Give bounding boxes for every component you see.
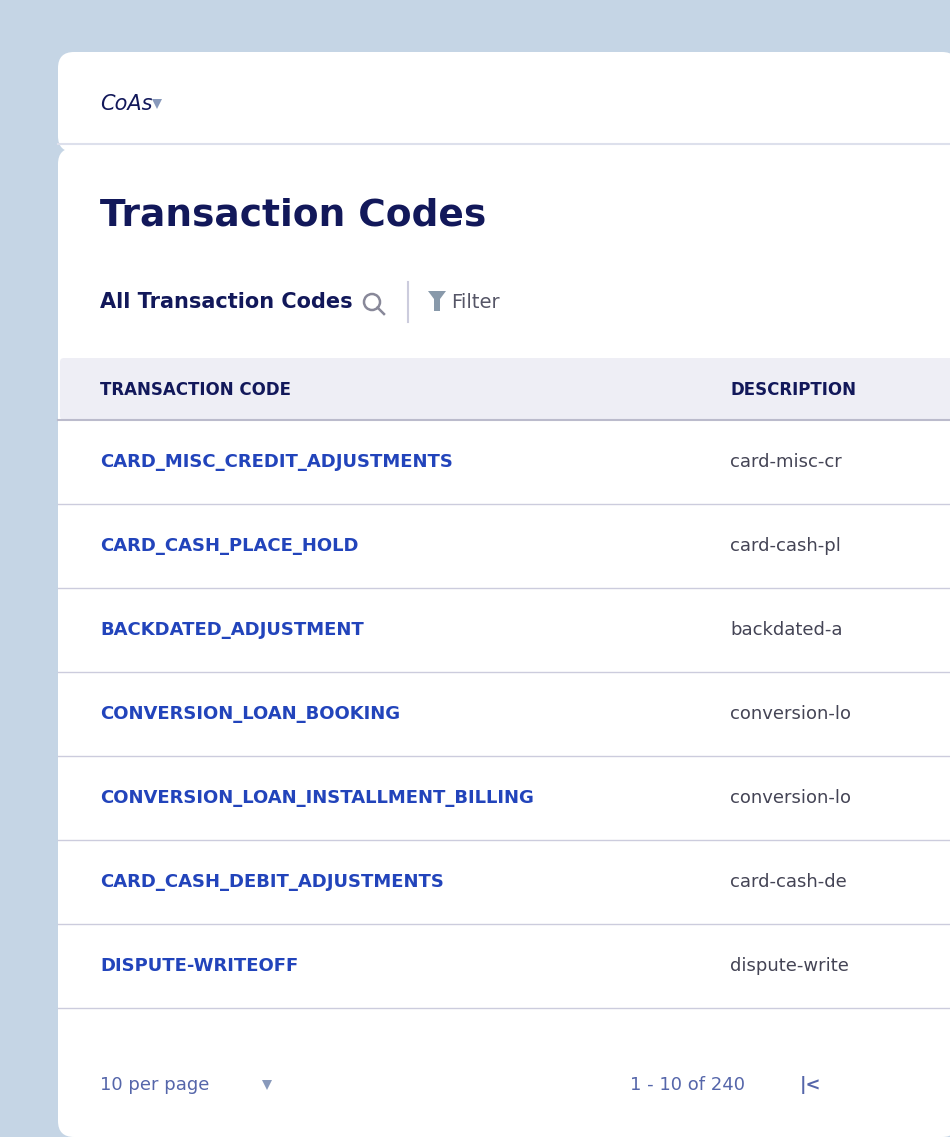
FancyBboxPatch shape <box>58 148 950 1137</box>
Text: |<: |< <box>800 1076 822 1094</box>
Text: 10 per page: 10 per page <box>100 1076 209 1094</box>
Text: dispute-write: dispute-write <box>730 957 849 976</box>
Polygon shape <box>428 291 446 312</box>
Text: Transaction Codes: Transaction Codes <box>100 197 486 233</box>
Text: DESCRIPTION: DESCRIPTION <box>730 381 856 399</box>
Text: DISPUTE-WRITEOFF: DISPUTE-WRITEOFF <box>100 957 298 976</box>
Text: card-misc-cr: card-misc-cr <box>730 453 842 471</box>
Text: conversion-lo: conversion-lo <box>730 705 851 723</box>
Bar <box>58 756 950 840</box>
Text: card-cash-de: card-cash-de <box>730 873 846 891</box>
Text: Filter: Filter <box>451 292 500 312</box>
Text: conversion-lo: conversion-lo <box>730 789 851 807</box>
Text: CARD_MISC_CREDIT_ADJUSTMENTS: CARD_MISC_CREDIT_ADJUSTMENTS <box>100 453 453 471</box>
Bar <box>58 924 950 1009</box>
Text: TRANSACTION CODE: TRANSACTION CODE <box>100 381 291 399</box>
Text: card-cash-pl: card-cash-pl <box>730 537 841 555</box>
FancyBboxPatch shape <box>58 52 950 152</box>
Text: All Transaction Codes: All Transaction Codes <box>100 292 352 312</box>
Text: CARD_CASH_PLACE_HOLD: CARD_CASH_PLACE_HOLD <box>100 537 358 555</box>
FancyBboxPatch shape <box>60 358 950 420</box>
Polygon shape <box>152 99 162 109</box>
Text: 1 - 10 of 240: 1 - 10 of 240 <box>630 1076 745 1094</box>
Text: backdated-a: backdated-a <box>730 621 843 639</box>
Text: CONVERSION_LOAN_INSTALLMENT_BILLING: CONVERSION_LOAN_INSTALLMENT_BILLING <box>100 789 534 807</box>
Text: CARD_CASH_DEBIT_ADJUSTMENTS: CARD_CASH_DEBIT_ADJUSTMENTS <box>100 873 444 891</box>
Text: BACKDATED_ADJUSTMENT: BACKDATED_ADJUSTMENT <box>100 621 364 639</box>
Polygon shape <box>262 1080 272 1090</box>
Bar <box>58 672 950 756</box>
Bar <box>58 420 950 504</box>
Text: CoAs: CoAs <box>100 94 153 114</box>
Text: CONVERSION_LOAN_BOOKING: CONVERSION_LOAN_BOOKING <box>100 705 400 723</box>
Bar <box>58 840 950 924</box>
Bar <box>58 588 950 672</box>
Bar <box>58 504 950 588</box>
